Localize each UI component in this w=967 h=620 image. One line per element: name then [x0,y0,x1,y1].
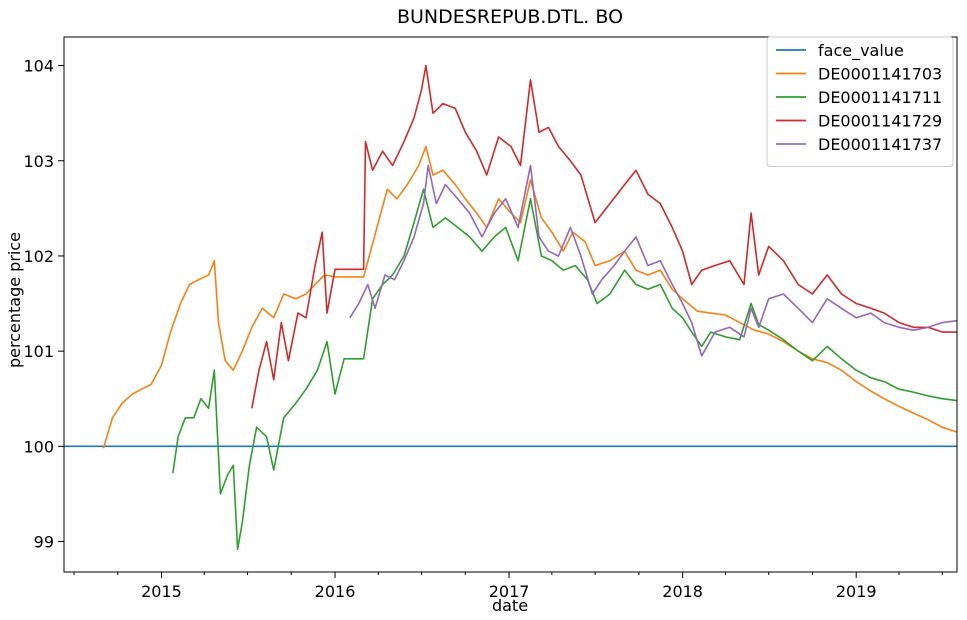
legend-label: DE0001141711 [818,88,942,107]
y-tick-label: 102 [23,247,54,266]
y-tick-label: 104 [23,57,54,76]
legend-label: face_value [818,41,904,61]
x-tick-label: 2017 [489,582,530,601]
y-axis-label: percentage price [5,232,24,368]
series-line-DE0001141703 [102,145,958,449]
x-axis: 2015 2016 2017 2018 2019 [73,572,943,601]
plot-area [64,64,958,550]
y-tick-label: 101 [23,342,54,361]
x-axis-label: date [492,596,528,615]
legend-frame [766,36,954,167]
x-tick-label: 2016 [315,582,356,601]
legend-label: DE0001141737 [818,135,942,154]
plot-frame [63,36,958,573]
y-axis: 99 100 101 102 103 104 [23,57,64,552]
series-line-DE0001141729 [251,64,957,409]
y-tick-label: 100 [23,437,54,456]
series-line-DE0001141737 [349,164,958,357]
y-tick-label: 99 [34,533,54,552]
y-tick-label: 103 [23,152,54,171]
legend-label: DE0001141729 [818,112,942,131]
chart-title: BUNDESREPUB.DTL. BO [397,6,623,28]
x-tick-label: 2015 [141,582,182,601]
legend-label: DE0001141703 [818,65,942,84]
series-line-DE0001141711 [172,188,958,550]
x-tick-label: 2019 [836,582,877,601]
x-tick-label: 2018 [662,582,703,601]
legend: face_value DE0001141703 DE0001141711 DE0001… [766,36,954,167]
